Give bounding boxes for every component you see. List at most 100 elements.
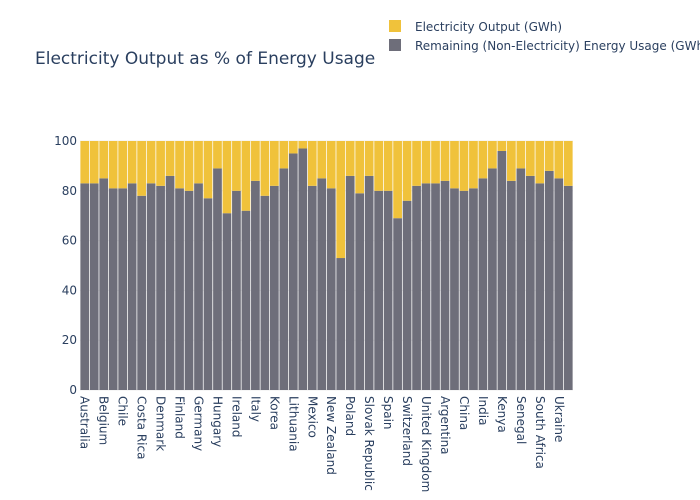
bar-electricity-47[interactable] xyxy=(525,141,535,176)
bar-electricity-17[interactable] xyxy=(241,141,251,211)
bar-electricity-22[interactable] xyxy=(288,141,298,154)
bar-remaining-40[interactable] xyxy=(459,190,469,390)
bar-remaining-49[interactable] xyxy=(544,170,554,390)
bar-remaining-1[interactable] xyxy=(89,183,99,390)
bar-remaining-35[interactable] xyxy=(412,185,421,390)
bar-remaining-37[interactable] xyxy=(431,183,440,390)
bar-electricity-49[interactable] xyxy=(544,141,554,171)
bar-electricity-48[interactable] xyxy=(535,141,545,184)
bar-remaining-15[interactable] xyxy=(222,213,232,390)
bar-remaining-50[interactable] xyxy=(554,178,564,390)
bar-electricity-1[interactable] xyxy=(89,141,99,184)
bar-electricity-2[interactable] xyxy=(99,141,109,179)
bar-remaining-20[interactable] xyxy=(269,185,279,390)
bar-remaining-47[interactable] xyxy=(525,175,535,390)
bar-electricity-5[interactable] xyxy=(127,141,137,184)
bar-remaining-45[interactable] xyxy=(507,180,516,390)
bar-electricity-6[interactable] xyxy=(137,141,146,196)
legend-item-remaining[interactable]: Remaining (Non-Electricity) Energy Usage… xyxy=(389,39,700,53)
bar-electricity-39[interactable] xyxy=(450,141,459,189)
bar-remaining-27[interactable] xyxy=(336,258,346,390)
bar-electricity-19[interactable] xyxy=(260,141,270,196)
bar-remaining-46[interactable] xyxy=(516,168,526,390)
bar-electricity-10[interactable] xyxy=(175,141,184,189)
bar-electricity-34[interactable] xyxy=(402,141,412,201)
bar-electricity-45[interactable] xyxy=(507,141,516,181)
bar-remaining-32[interactable] xyxy=(383,190,393,390)
bar-remaining-23[interactable] xyxy=(298,148,308,390)
bar-remaining-0[interactable] xyxy=(80,183,90,390)
bar-electricity-12[interactable] xyxy=(194,141,203,184)
bar-remaining-26[interactable] xyxy=(326,188,336,390)
bar-remaining-51[interactable] xyxy=(563,185,573,390)
bar-remaining-7[interactable] xyxy=(146,183,156,390)
bar-electricity-27[interactable] xyxy=(336,141,346,259)
bar-electricity-37[interactable] xyxy=(431,141,440,184)
bar-remaining-31[interactable] xyxy=(374,190,384,390)
legend[interactable]: Electricity Output (GWh) Remaining (Non-… xyxy=(389,20,700,53)
bar-electricity-0[interactable] xyxy=(80,141,90,184)
bar-remaining-10[interactable] xyxy=(175,188,184,390)
bar-remaining-30[interactable] xyxy=(364,175,374,390)
bar-remaining-34[interactable] xyxy=(402,200,412,390)
bar-electricity-32[interactable] xyxy=(383,141,393,191)
bar-electricity-3[interactable] xyxy=(108,141,118,189)
bar-electricity-31[interactable] xyxy=(374,141,384,191)
bar-remaining-5[interactable] xyxy=(127,183,137,390)
bar-remaining-3[interactable] xyxy=(108,188,118,390)
bar-remaining-33[interactable] xyxy=(393,218,402,390)
bar-remaining-21[interactable] xyxy=(279,168,289,390)
bar-remaining-19[interactable] xyxy=(260,195,270,390)
bar-remaining-38[interactable] xyxy=(440,180,450,390)
bar-remaining-28[interactable] xyxy=(345,175,355,390)
bar-remaining-4[interactable] xyxy=(118,188,128,390)
bar-remaining-12[interactable] xyxy=(194,183,203,390)
bar-remaining-39[interactable] xyxy=(450,188,459,390)
bar-remaining-9[interactable] xyxy=(165,175,175,390)
bar-electricity-33[interactable] xyxy=(393,141,402,219)
bar-electricity-35[interactable] xyxy=(412,141,421,186)
bar-electricity-42[interactable] xyxy=(478,141,488,179)
bar-electricity-41[interactable] xyxy=(469,141,478,189)
bar-electricity-16[interactable] xyxy=(232,141,241,191)
bar-remaining-48[interactable] xyxy=(535,183,545,390)
bar-electricity-44[interactable] xyxy=(497,141,507,151)
bar-electricity-26[interactable] xyxy=(326,141,336,189)
bar-electricity-40[interactable] xyxy=(459,141,469,191)
bar-remaining-17[interactable] xyxy=(241,210,251,390)
bar-electricity-51[interactable] xyxy=(563,141,573,186)
bar-electricity-36[interactable] xyxy=(421,141,431,184)
bar-electricity-7[interactable] xyxy=(146,141,156,184)
bar-electricity-18[interactable] xyxy=(251,141,260,181)
bar-electricity-8[interactable] xyxy=(156,141,165,186)
bar-electricity-24[interactable] xyxy=(307,141,317,186)
bar-electricity-21[interactable] xyxy=(279,141,289,169)
bar-remaining-14[interactable] xyxy=(213,168,222,390)
bar-electricity-28[interactable] xyxy=(345,141,355,176)
bar-electricity-29[interactable] xyxy=(355,141,365,194)
bar-remaining-8[interactable] xyxy=(156,185,165,390)
bar-remaining-2[interactable] xyxy=(99,178,109,390)
bar-electricity-50[interactable] xyxy=(554,141,564,179)
bar-remaining-16[interactable] xyxy=(232,190,241,390)
bar-electricity-38[interactable] xyxy=(440,141,450,181)
bar-electricity-20[interactable] xyxy=(269,141,279,186)
bar-remaining-44[interactable] xyxy=(497,150,507,390)
bar-remaining-6[interactable] xyxy=(137,195,146,390)
legend-item-electricity[interactable]: Electricity Output (GWh) xyxy=(389,20,562,34)
bar-remaining-11[interactable] xyxy=(184,190,194,390)
bar-remaining-25[interactable] xyxy=(317,178,327,390)
bar-electricity-14[interactable] xyxy=(213,141,222,169)
bar-remaining-29[interactable] xyxy=(355,193,365,390)
bar-remaining-24[interactable] xyxy=(307,185,317,390)
bar-electricity-9[interactable] xyxy=(165,141,175,176)
bar-electricity-13[interactable] xyxy=(203,141,213,199)
bar-electricity-23[interactable] xyxy=(298,141,308,149)
bar-electricity-4[interactable] xyxy=(118,141,128,189)
bar-remaining-42[interactable] xyxy=(478,178,488,390)
bar-electricity-43[interactable] xyxy=(488,141,497,169)
bar-remaining-41[interactable] xyxy=(469,188,478,390)
bar-remaining-43[interactable] xyxy=(488,168,497,390)
bar-electricity-30[interactable] xyxy=(364,141,374,176)
bar-electricity-46[interactable] xyxy=(516,141,526,169)
